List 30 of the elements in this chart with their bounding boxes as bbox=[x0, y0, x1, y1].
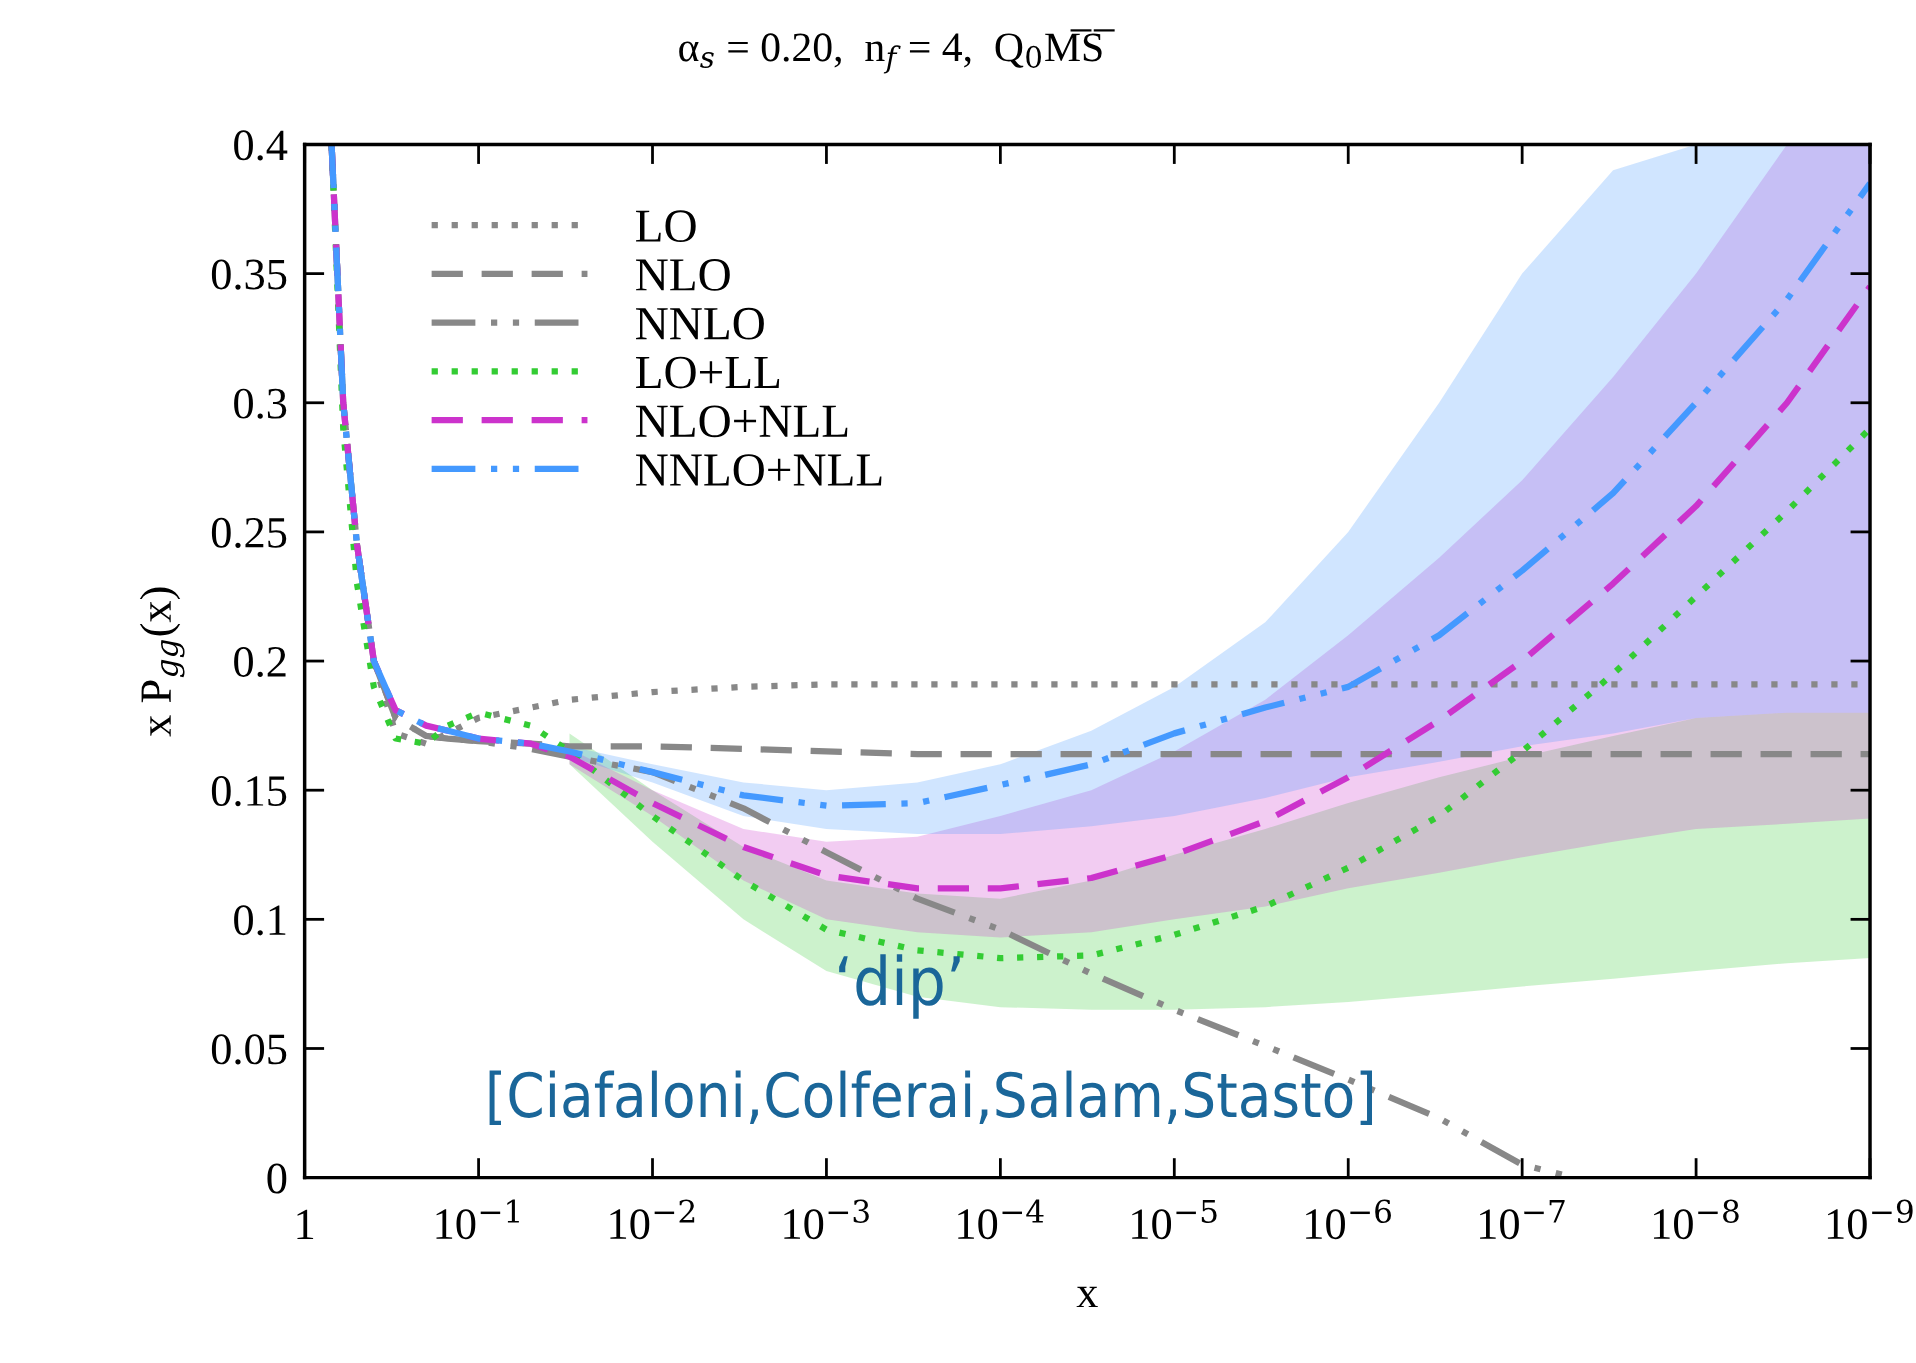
x-axis-title: x bbox=[1076, 1286, 1098, 1308]
x-tick-label: 10$^{−3}$ bbox=[784, 1199, 869, 1240]
legend-label: NLO bbox=[636, 259, 730, 291]
y-axis-title: x P$_{gg}$(x) bbox=[139, 587, 185, 737]
y-tick-label: 0.15 bbox=[211, 776, 287, 807]
legend-label: NNLO+NLL bbox=[636, 454, 882, 486]
x-tick-label: 10$^{−4}$ bbox=[958, 1199, 1044, 1240]
y-tick-label: 0.35 bbox=[211, 259, 287, 290]
y-tick-label: 0.2 bbox=[234, 646, 286, 678]
x-tick-label: 10$^{−1}$ bbox=[436, 1199, 519, 1240]
x-tick-label: 10$^{−9}$ bbox=[1827, 1199, 1913, 1240]
y-tick-label: 0.1 bbox=[234, 905, 286, 936]
x-tick-label: 10$^{−5}$ bbox=[1132, 1199, 1217, 1240]
y-tick-label: 0.3 bbox=[234, 388, 287, 419]
legend-label: LO+LL bbox=[636, 356, 780, 389]
y-tick-label: 0 bbox=[267, 1163, 287, 1194]
annotation: ‘dip’ bbox=[839, 954, 960, 1019]
x-tick-label: 10$^{−2}$ bbox=[610, 1199, 695, 1240]
legend-label: NLO+NLL bbox=[636, 405, 848, 438]
annotation: [Ciafaloni,Colferai,Salam,Stasto] bbox=[489, 1070, 1372, 1126]
x-tick-label: 10$^{−7}$ bbox=[1480, 1199, 1565, 1240]
x-tick-label: 1 bbox=[297, 1209, 314, 1240]
y-tick-label: 0.25 bbox=[211, 517, 287, 548]
x-tick-label: 10$^{−6}$ bbox=[1306, 1199, 1391, 1240]
y-tick-label: 0.4 bbox=[234, 130, 288, 161]
y-tick-label: 0.05 bbox=[211, 1034, 287, 1065]
x-tick-label: 10$^{−8}$ bbox=[1654, 1199, 1739, 1240]
legend-label: LO bbox=[636, 210, 696, 243]
legend-label: NNLO bbox=[636, 307, 764, 340]
chart-title: α$_{s}$ = 0.20, n$_{f}$ = 4, Q$_{0}$M̅S̅ bbox=[679, 29, 1115, 74]
